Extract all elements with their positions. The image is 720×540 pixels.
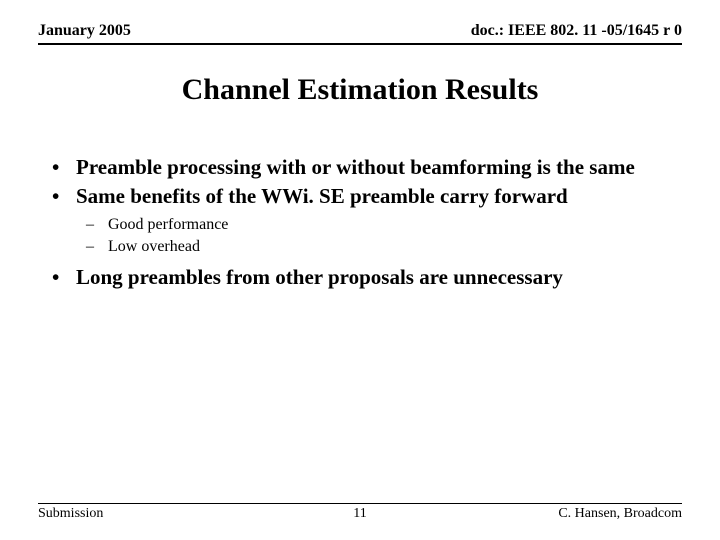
bullet-text: Preamble processing with or without beam…	[76, 155, 635, 179]
bullet-list: Preamble processing with or without beam…	[44, 155, 676, 289]
footer-page-number: 11	[353, 506, 366, 522]
slide: January 2005 doc.: IEEE 802. 11 -05/1645…	[0, 0, 720, 540]
header-left: January 2005	[38, 22, 131, 40]
sub-bullet-text: Low overhead	[108, 238, 200, 255]
bullet-item: Preamble processing with or without beam…	[44, 155, 676, 180]
bullet-item: Long preambles from other proposals are …	[44, 265, 676, 290]
header-rule	[38, 43, 682, 45]
sub-bullet-item: Low overhead	[76, 237, 676, 257]
sub-bullet-text: Good performance	[108, 216, 228, 233]
sub-bullet-item: Good performance	[76, 215, 676, 235]
page-title: Channel Estimation Results	[38, 73, 682, 107]
header-row: January 2005 doc.: IEEE 802. 11 -05/1645…	[38, 22, 682, 42]
bullet-item: Same benefits of the WWi. SE preamble ca…	[44, 184, 676, 257]
footer-right: C. Hansen, Broadcom	[558, 506, 682, 522]
header-right: doc.: IEEE 802. 11 -05/1645 r 0	[471, 22, 682, 40]
bullet-text: Long preambles from other proposals are …	[76, 265, 563, 289]
footer-left: Submission	[38, 506, 103, 522]
footer-rule	[38, 503, 682, 504]
bullet-text: Same benefits of the WWi. SE preamble ca…	[76, 184, 568, 208]
footer-row: Submission 11 C. Hansen, Broadcom	[38, 506, 682, 522]
sub-bullet-list: Good performance Low overhead	[76, 215, 676, 257]
body-area: Preamble processing with or without beam…	[38, 155, 682, 289]
footer: Submission 11 C. Hansen, Broadcom	[38, 503, 682, 522]
